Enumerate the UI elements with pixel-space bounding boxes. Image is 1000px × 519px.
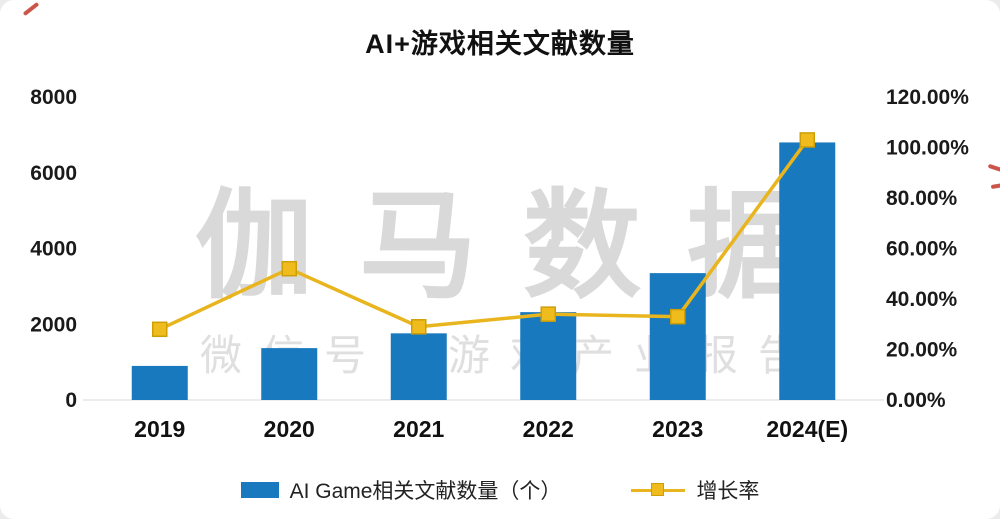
growth-marker-2020 bbox=[281, 260, 297, 277]
x-axis-label-2020: 2020 bbox=[264, 416, 315, 442]
line-series-swatch-icon bbox=[631, 483, 686, 497]
left-axis-tick: 0 bbox=[65, 389, 77, 412]
bar-2021 bbox=[390, 333, 447, 400]
left-axis-tick: 4000 bbox=[30, 238, 77, 261]
growth-marker-2021 bbox=[411, 319, 427, 335]
x-axis-label-2024(E): 2024(E) bbox=[766, 416, 848, 442]
left-axis-tick: 2000 bbox=[30, 313, 77, 336]
right-axis-tick: 40.00% bbox=[886, 288, 958, 311]
growth-marker-2024(E) bbox=[799, 132, 815, 148]
right-axis-tick: 100.00% bbox=[886, 137, 969, 160]
legend: AI Game相关文献数量（个） 增长率 bbox=[0, 475, 1000, 505]
legend-item-line-series: 增长率 bbox=[631, 475, 759, 505]
legend-label-bar-series: AI Game相关文献数量（个） bbox=[289, 480, 562, 503]
growth-marker-2023 bbox=[670, 308, 686, 325]
right-axis-tick: 0.00% bbox=[886, 389, 946, 412]
growth-rate-line bbox=[159, 138, 809, 331]
left-axis-tick: 6000 bbox=[30, 162, 77, 185]
right-axis-tick: 120.00% bbox=[886, 86, 969, 109]
x-axis-label-2021: 2021 bbox=[393, 416, 444, 442]
legend-item-bar-series: AI Game相关文献数量（个） bbox=[240, 475, 562, 505]
bar-2020 bbox=[261, 348, 318, 400]
chart-title: AI+游戏相关文献数量 bbox=[365, 29, 635, 59]
growth-marker-2022 bbox=[540, 306, 556, 322]
bar-2019 bbox=[131, 365, 188, 400]
x-axis-label-2022: 2022 bbox=[523, 416, 574, 442]
left-axis-tick: 8000 bbox=[30, 86, 77, 109]
legend-label-line-series: 增长率 bbox=[696, 480, 760, 503]
right-axis-tick: 60.00% bbox=[886, 238, 958, 261]
x-axis-label-2023: 2023 bbox=[652, 416, 703, 442]
right-axis-tick: 80.00% bbox=[886, 187, 958, 210]
line-swatch-marker bbox=[651, 483, 665, 496]
bar-2022 bbox=[520, 312, 577, 400]
growth-marker-2019 bbox=[152, 321, 168, 338]
bar-series-swatch-icon bbox=[240, 482, 279, 498]
bar-2024(E) bbox=[779, 142, 836, 400]
x-axis-label-2019: 2019 bbox=[134, 416, 185, 442]
bar-2023 bbox=[649, 273, 706, 400]
right-axis-tick: 20.00% bbox=[886, 339, 958, 362]
